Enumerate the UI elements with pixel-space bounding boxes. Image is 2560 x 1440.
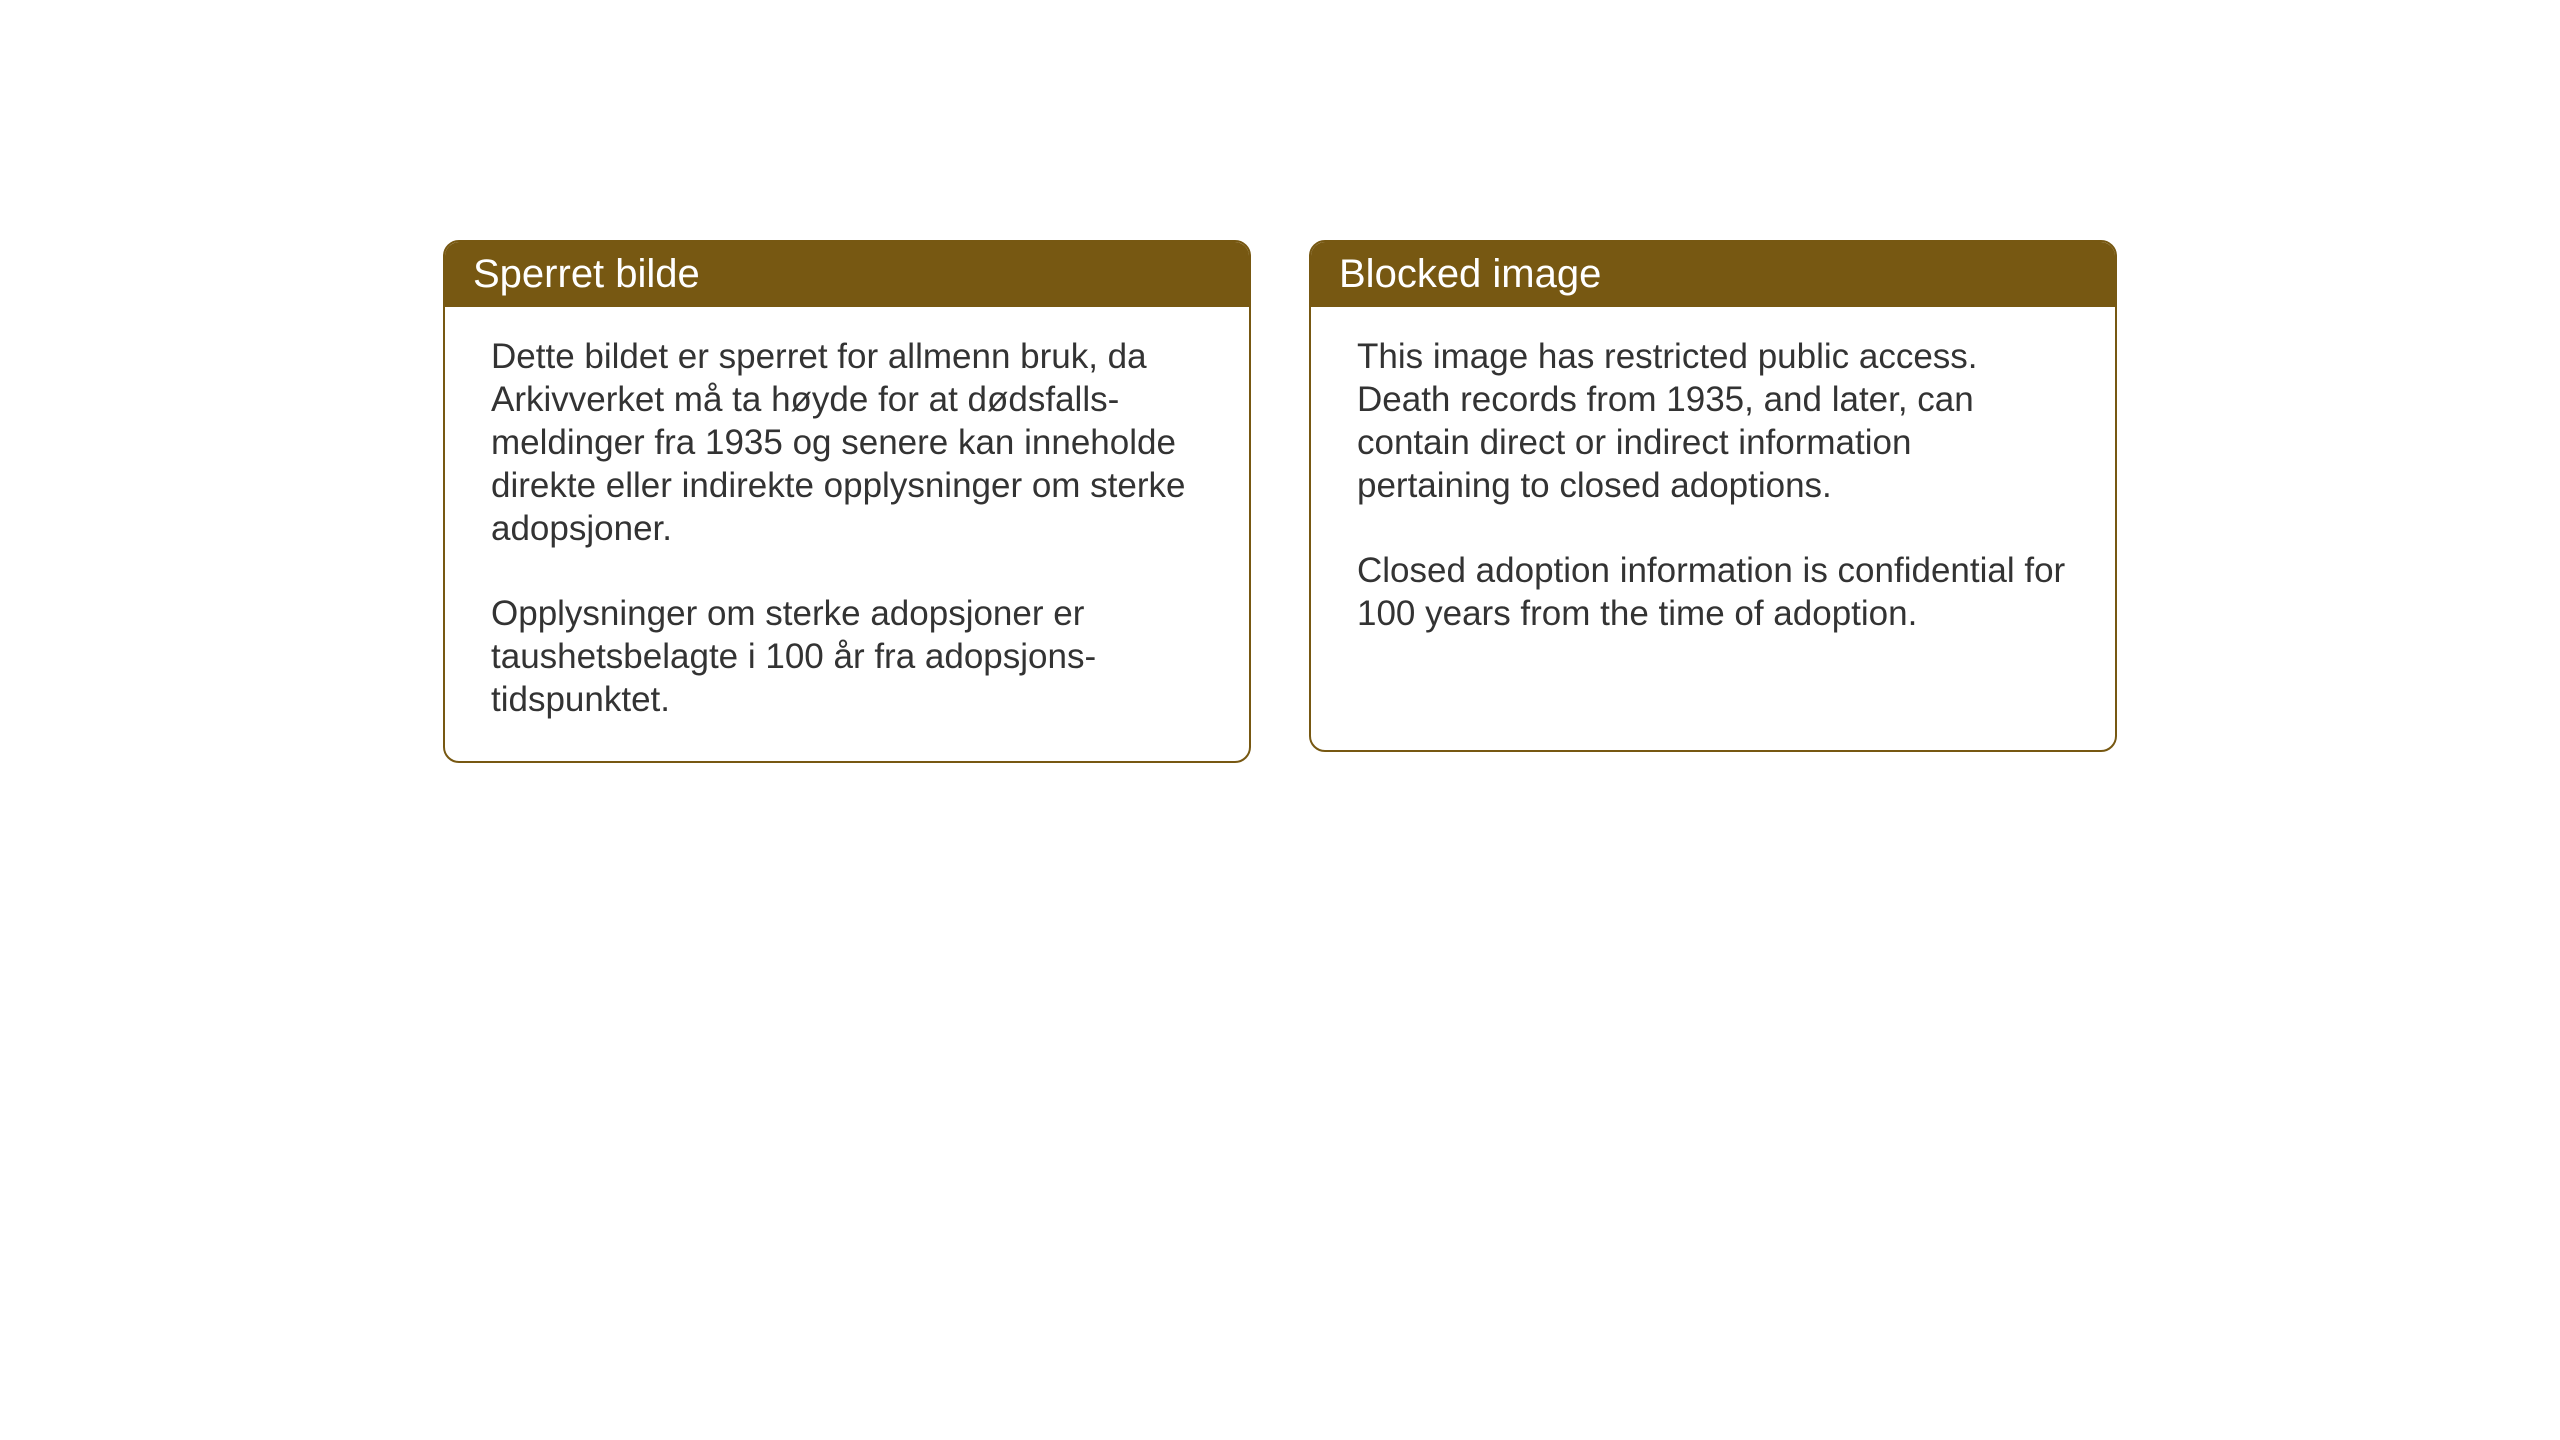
card-english-title: Blocked image — [1339, 252, 1601, 296]
card-english-paragraph-2: Closed adoption information is confident… — [1357, 549, 2069, 635]
card-norwegian-header: Sperret bilde — [445, 242, 1249, 307]
card-english-paragraph-1: This image has restricted public access.… — [1357, 335, 2069, 507]
cards-container: Sperret bilde Dette bildet er sperret fo… — [443, 240, 2117, 763]
card-norwegian-body: Dette bildet er sperret for allmenn bruk… — [445, 307, 1249, 761]
card-english-body: This image has restricted public access.… — [1311, 307, 2115, 675]
card-norwegian-title: Sperret bilde — [473, 252, 700, 296]
card-norwegian-paragraph-1: Dette bildet er sperret for allmenn bruk… — [491, 335, 1203, 550]
card-norwegian-paragraph-2: Opplysninger om sterke adopsjoner er tau… — [491, 592, 1203, 721]
card-english: Blocked image This image has restricted … — [1309, 240, 2117, 752]
card-norwegian: Sperret bilde Dette bildet er sperret fo… — [443, 240, 1251, 763]
card-english-header: Blocked image — [1311, 242, 2115, 307]
